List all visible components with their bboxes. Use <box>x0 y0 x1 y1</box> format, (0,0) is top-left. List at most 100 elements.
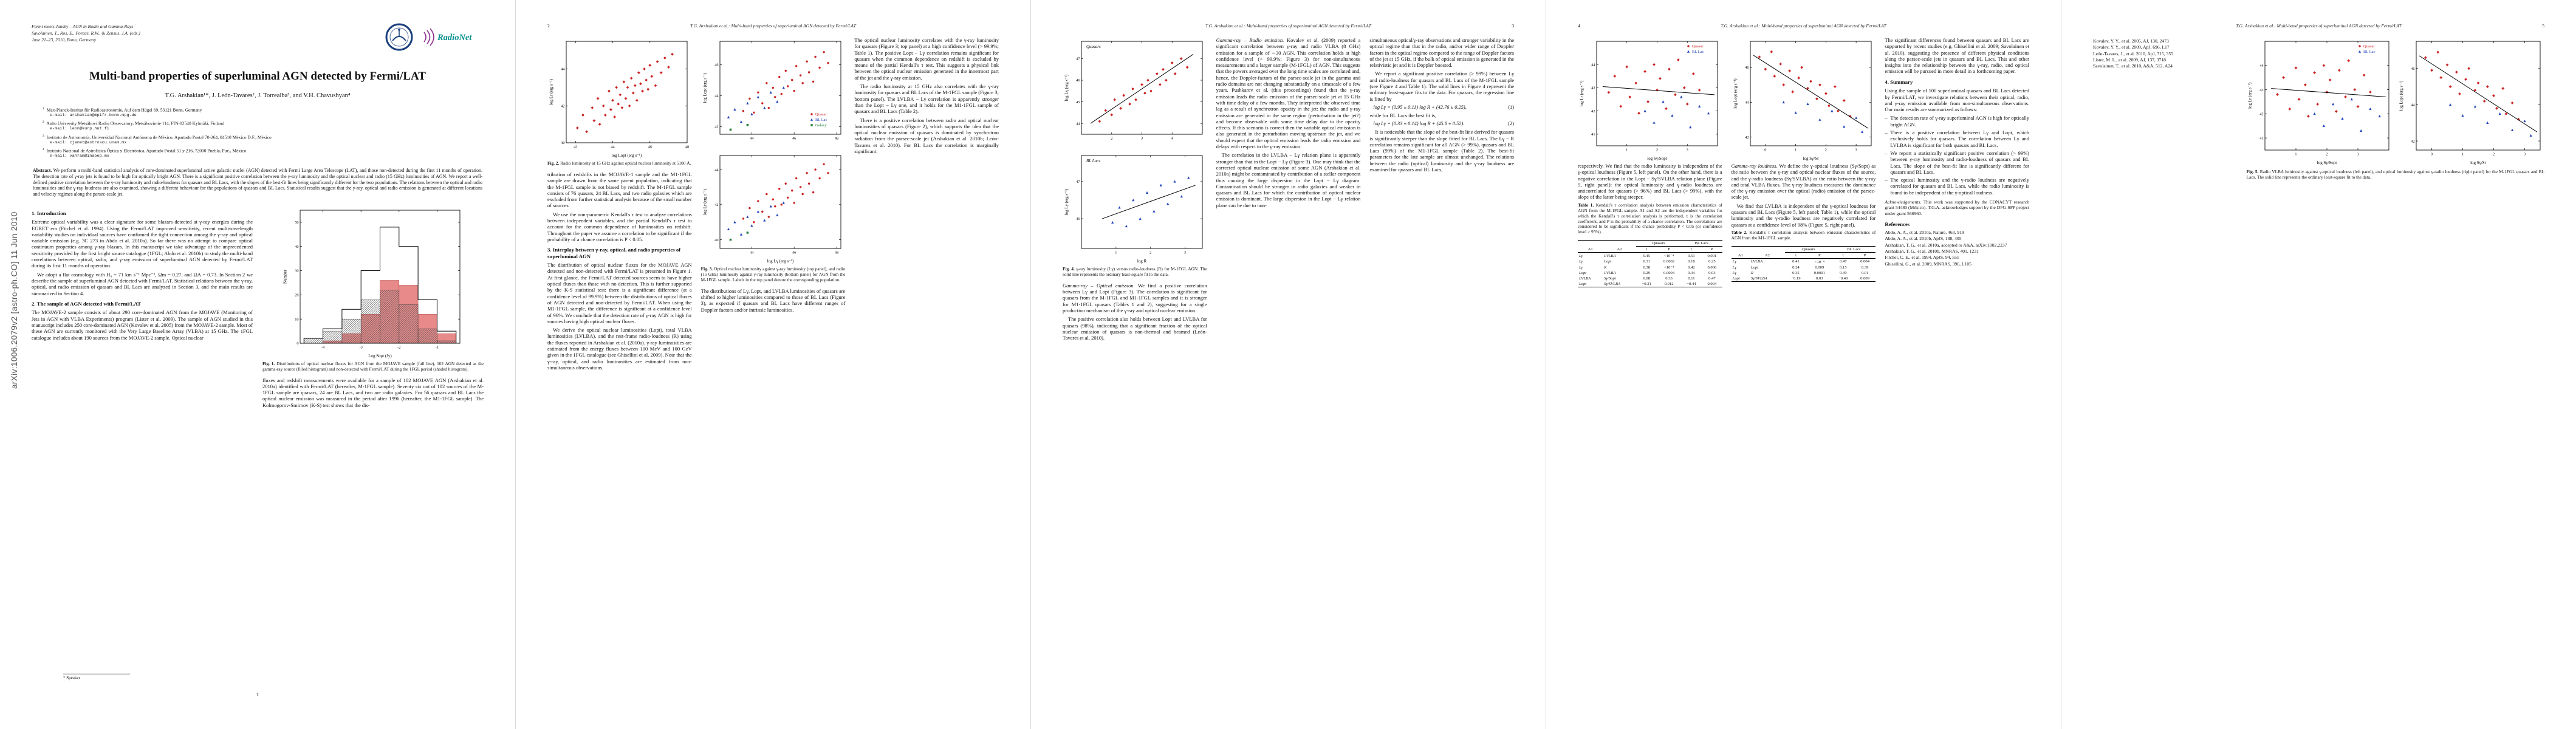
svg-text:log Sγ/Sopt: log Sγ/Sopt <box>2317 160 2337 165</box>
svg-text:4: 4 <box>1171 137 1174 141</box>
affiliation-number: 2 <box>43 120 44 125</box>
svg-text:log Lr (erg s⁻¹): log Lr (erg s⁻¹) <box>702 188 707 214</box>
body-paragraph: The MOJAVE-2 sample consists of about 29… <box>32 309 253 341</box>
body-paragraph: respectively. We find that the radio lum… <box>1578 163 1722 200</box>
header-page-number: 2 <box>547 23 550 29</box>
svg-text:42: 42 <box>714 125 718 129</box>
running-title: T.G. Arshakian et al.: Multi-band proper… <box>1721 23 1886 29</box>
paragraph-lead: Gamma-ray – Radio emission. <box>1216 37 1284 43</box>
svg-text:41: 41 <box>2259 136 2263 140</box>
svg-text:42: 42 <box>1745 135 1749 140</box>
svg-text:42: 42 <box>2259 112 2263 117</box>
svg-text:43: 43 <box>1591 86 1595 91</box>
equation-1-body: log Lγ = (0.95 ± 0.11) log R + (42.76 ± … <box>1373 104 1467 110</box>
body-paragraph: Gamma-ray loudness. We define the γ-opti… <box>1732 163 1876 200</box>
body-paragraph: Gamma-ray – Optical emission. We find a … <box>1063 282 1207 313</box>
body-paragraph: We report a significant positive correla… <box>1369 70 1515 102</box>
table2-caption-text: Kendall's τ correlation analysis between… <box>1731 229 1876 241</box>
running-title: T.G. Arshakian et al.: Multi-band proper… <box>690 23 856 29</box>
running-header: 4 T.G. Arshakian et al.: Multi-band prop… <box>1578 23 2029 29</box>
figure1-caption-label: Fig. 1. <box>262 360 275 366</box>
reference-item: Kovalev, Y. Y., et al. 2009, ApJ, 696, L… <box>2093 44 2170 50</box>
svg-text:44: 44 <box>714 168 719 172</box>
affiliation-item: 3 Instituto de Astronomía, Universidad N… <box>43 134 473 146</box>
svg-text:Log Sopt (Jy): Log Sopt (Jy) <box>368 354 392 358</box>
figure5-right-scatter: 0 1 2 3 42 44 46 log Sγ/Sr log Lopt (erg s⁻¹) <box>2399 41 2541 165</box>
svg-text:48: 48 <box>685 145 689 149</box>
authors-line: T.G. Arshakian¹*, J. León-Tavares², J. T… <box>165 92 351 99</box>
section-1-heading: 1. Introduction <box>32 210 66 216</box>
figure4-caption-label: Fig. 4. <box>1063 266 1075 272</box>
svg-text:3: 3 <box>1184 251 1186 255</box>
acknowledgements-label: Acknowledgements. <box>1885 199 1922 205</box>
figure5-caption-label: Fig. 5. <box>2246 169 2259 174</box>
figure2-caption-label: Fig. 2. <box>547 160 560 166</box>
svg-text:44: 44 <box>1745 101 1749 105</box>
page-1: arXiv:1006.2079v2 [astro-ph.CO] 11 Jun 2… <box>0 0 515 729</box>
affiliation-text: Aalto University Metsähovi Radio Observa… <box>46 120 225 126</box>
svg-text:2: 2 <box>1111 137 1112 141</box>
reference-item: León-Tavares, J., et al. 2010, ApJ, 715,… <box>2093 50 2173 56</box>
reference-item: Arshakian, T. G., et al. 2010b, MNRAS, 4… <box>1885 248 1979 254</box>
body-paragraph: The radio luminosity at 15 GHz also corr… <box>854 83 999 115</box>
proceedings-line-1: Fermi meets Jansky – AGN in Radio and Ga… <box>32 24 134 29</box>
reference-item: Arshakian, T. G., et al. 2010a, accepted… <box>1885 242 2007 248</box>
column-3: The optical nuclear luminosity correlate… <box>854 37 999 373</box>
svg-text:44: 44 <box>750 251 754 255</box>
svg-text:42: 42 <box>574 145 577 149</box>
column-2: 44 46 48 42 44 46 log Lopt (erg s⁻¹) Quasar BL L… <box>701 37 846 373</box>
affiliation-email: e-mail: leon@kurp.hut.fi <box>50 126 109 132</box>
references-list: Abdo, A. A., et al. 2010a, Nature, 463, … <box>1885 230 2029 267</box>
body-paragraph: The distributions of Lγ, Lopt, and LVLBA… <box>701 287 846 313</box>
table1-caption-text: Kendall's τ correlation analysis between… <box>1578 202 1722 235</box>
svg-text:44: 44 <box>2411 103 2415 108</box>
mpifr-logo-icon <box>385 23 413 51</box>
figure2-caption: Fig. 2. Radio luminosity at 15 GHz again… <box>547 160 692 166</box>
figure3-caption-text: Optical nuclear luminosity against γ-ray… <box>701 266 846 282</box>
figure5-left-scatter: 1 2 3 41 42 43 44 log Sγ/Sopt log Lr (erg s⁻¹) Qu… <box>1579 41 1718 161</box>
svg-text:50: 50 <box>295 221 298 225</box>
svg-text:46: 46 <box>648 145 651 149</box>
svg-text:-1: -1 <box>436 345 439 349</box>
body-paragraph: The significant differences found betwee… <box>1885 37 2030 75</box>
figure3-caption-label: Fig. 3. <box>701 266 713 272</box>
affiliation-text: Instituto de Astronomía, Universidad Nac… <box>46 134 272 140</box>
svg-text:40: 40 <box>561 141 564 145</box>
running-header: T.G. Arshakian et al.: Multi-band proper… <box>1063 23 1514 29</box>
figure5-caption-text: Radio VLBA luminosity against γ-optical … <box>2246 169 2544 180</box>
svg-text:44: 44 <box>1591 63 1595 67</box>
svg-text:2: 2 <box>1656 148 1658 152</box>
equation-1-number: (1) <box>1508 104 1515 110</box>
summary-bullet: The optical luminosity and the γ-radio l… <box>1885 177 2029 196</box>
svg-text:46: 46 <box>2411 67 2414 71</box>
svg-text:3: 3 <box>1855 148 1857 152</box>
svg-text:42: 42 <box>1591 109 1595 114</box>
svg-text:46: 46 <box>1745 66 1749 70</box>
affiliation-text: Instituto Nacional de Astrofísica Óptica… <box>46 148 247 154</box>
running-title: T.G. Arshakian et al.: Multi-band proper… <box>2236 23 2402 29</box>
affiliation-text: Max-Planck-Institut für Radioastronomie,… <box>46 107 202 113</box>
svg-text:1: 1 <box>1626 148 1628 152</box>
abstract-text: We perform a multi-band statistical anal… <box>33 168 482 197</box>
svg-text:2: 2 <box>2493 152 2495 157</box>
svg-text:3: 3 <box>1141 137 1143 141</box>
svg-text:-2: -2 <box>397 345 400 349</box>
page-number: 1 <box>256 691 259 697</box>
svg-text:46: 46 <box>714 63 718 67</box>
svg-text:Quasar: Quasar <box>1692 44 1704 49</box>
body-paragraph: We derive the optical nuclear luminositi… <box>547 327 692 371</box>
affiliation-email: e-mail: cjanet@astroscu.unam.mx <box>50 140 127 145</box>
speaker-footnote: * Speaker <box>63 674 130 680</box>
svg-text:46: 46 <box>792 137 796 141</box>
svg-text:10: 10 <box>295 317 298 321</box>
svg-text:Quasar: Quasar <box>2363 44 2375 49</box>
svg-text:2: 2 <box>2326 152 2328 157</box>
svg-text:42: 42 <box>2411 139 2414 143</box>
header-page-number: 5 <box>2542 23 2544 29</box>
table1-caption-label: Table 1. <box>1578 202 1594 208</box>
svg-text:log Sγ/Sopt: log Sγ/Sopt <box>1647 156 1667 161</box>
summary-bullet: The detection rate of γ-ray superluminal… <box>1885 115 2029 128</box>
page-2: 2 T.G. Arshakian et al.: Multi-band prop… <box>515 0 1030 729</box>
